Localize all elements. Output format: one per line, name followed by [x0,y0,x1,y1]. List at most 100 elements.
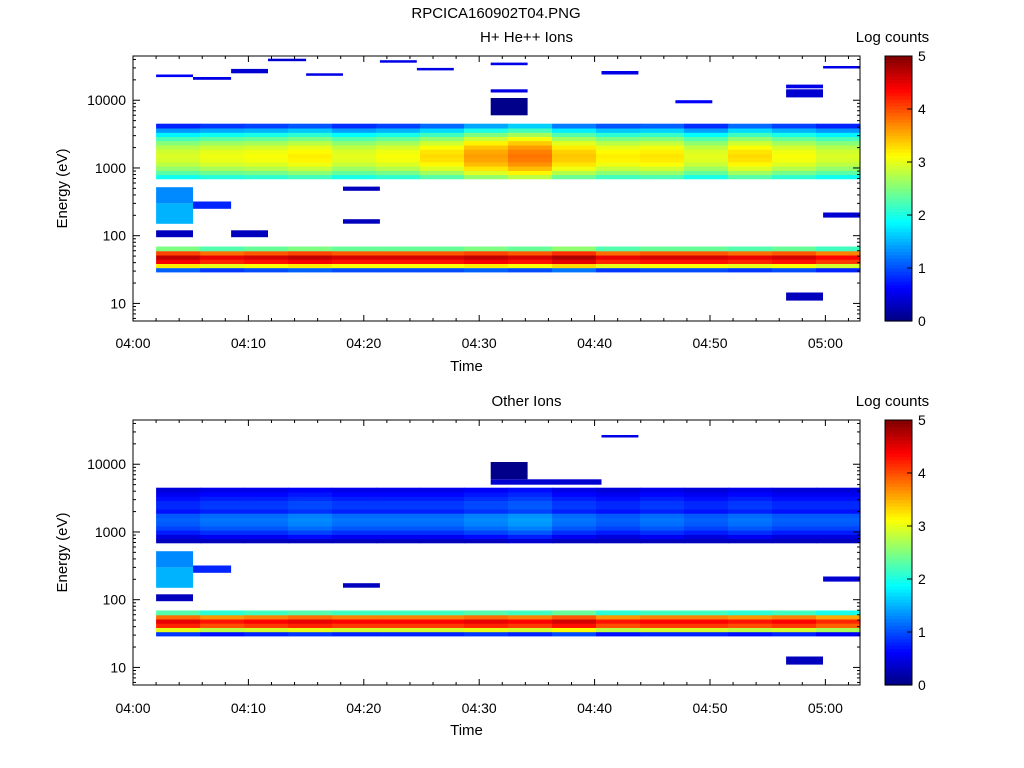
heatmap-cell [508,623,553,628]
heatmap-cell [596,144,641,150]
heatmap-cell [420,517,465,523]
heatmap-cell [508,144,553,150]
heatmap-cell [156,538,201,544]
heatmap-cell [244,614,289,620]
heatmap-cell [200,496,245,501]
colorbar-segment [885,254,912,259]
heatmap-cell [156,496,201,501]
heatmap-cell [244,610,289,616]
heatmap-cell [596,623,641,628]
heatmap-cell [640,136,685,142]
colorbar-segment [885,215,912,219]
heatmap-cell [552,627,597,633]
heatmap-cell [156,492,201,497]
heatmap-cell [772,487,817,493]
heatmap-cell [816,530,861,535]
heatmap-cell [640,157,685,163]
heatmap-cell [244,492,289,497]
heatmap-cell [200,250,245,256]
colorbar-segment [885,205,912,209]
heatmap-cell [728,136,773,142]
heatmap-cell [332,534,377,540]
heatmap-cell [244,487,289,493]
figure-title: RPCICA160902T04.PNG [411,5,580,22]
heatmap-cell [200,504,245,510]
heatmap-cell [332,504,377,510]
heatmap-cell [288,259,333,264]
colorbar-segment [885,661,912,666]
panel-h-he-ions: H+ He++ Ions 04:00 04:10 04:20 04:30 04:40 04:… [54,29,929,375]
heatmap-cell [552,246,597,252]
heatmap-cell [508,166,553,171]
heatmap-cell [376,263,421,269]
heatmap-cell [552,128,597,133]
heatmap-cell [728,157,773,163]
colorbar-segment [885,499,912,504]
heatmap-cell [420,504,465,510]
colorbar-segment [885,301,912,305]
heatmap-cell [288,623,333,628]
heatmap-cell [728,492,773,497]
heatmap-cell [640,530,685,535]
colorbar-segment [885,678,912,683]
heatmap-cell [728,631,773,637]
heatmap-cell [508,267,553,273]
heatmap-cell [193,77,232,80]
heatmap-cell [640,259,685,264]
heatmap-cell [508,263,553,269]
heatmap-cell [508,259,553,264]
heatmap-cell [420,166,465,171]
colorbar-segment [885,56,912,60]
heatmap-cell [193,565,232,573]
colorbar-segment [885,426,912,431]
heatmap-cell [156,500,201,506]
heatmap-cell [244,149,289,154]
heatmap-cell [464,149,509,154]
colorbar-segment [885,479,912,484]
heatmap-cell [640,267,685,273]
colorbar-segment [885,671,912,676]
heatmap-cell [244,170,289,176]
heatmap-cell [552,263,597,269]
heatmap-cell [684,496,729,501]
heatmap-cell [244,166,289,171]
heatmap-cell [420,610,465,616]
heatmap-cell [772,627,817,633]
colorbar-segment [885,248,912,252]
heatmap-cell [508,513,553,518]
heatmap-cell [156,530,201,535]
colorbar-segment [885,559,912,563]
heatmap-cell [244,140,289,146]
heatmap-cell [332,530,377,535]
heatmap-cell [596,250,641,256]
heatmap-cell [464,263,509,269]
heatmap-cell [376,517,421,523]
heatmap-cell [420,614,465,620]
heatmap-cell [508,631,553,637]
colorbar-segment [885,632,912,636]
colorbar-segment [885,453,912,457]
heatmap-cell [376,128,421,133]
heatmap-cell [332,140,377,146]
heatmap-cell [552,496,597,501]
heatmap-cell [728,517,773,523]
heatmap-cell [420,492,465,497]
heatmap-cell [244,500,289,506]
colorbar-segment [885,69,912,74]
heatmap-cell [420,149,465,154]
colorbar-segment [885,72,912,77]
heatmap-cell [823,576,860,582]
heatmap-cell [552,513,597,518]
heatmap-cell [816,496,861,501]
colorbar-segment [885,244,912,249]
heatmap-cell [552,157,597,163]
heatmap-cell [376,140,421,146]
heatmap-cell [552,123,597,129]
heatmap-cell [772,521,817,527]
heatmap-cell [728,123,773,129]
heatmap-cell [816,128,861,133]
heatmap-cell [684,170,729,176]
heatmap-cell [332,254,377,260]
heatmap-cell [244,517,289,523]
heatmap-cell [596,263,641,269]
